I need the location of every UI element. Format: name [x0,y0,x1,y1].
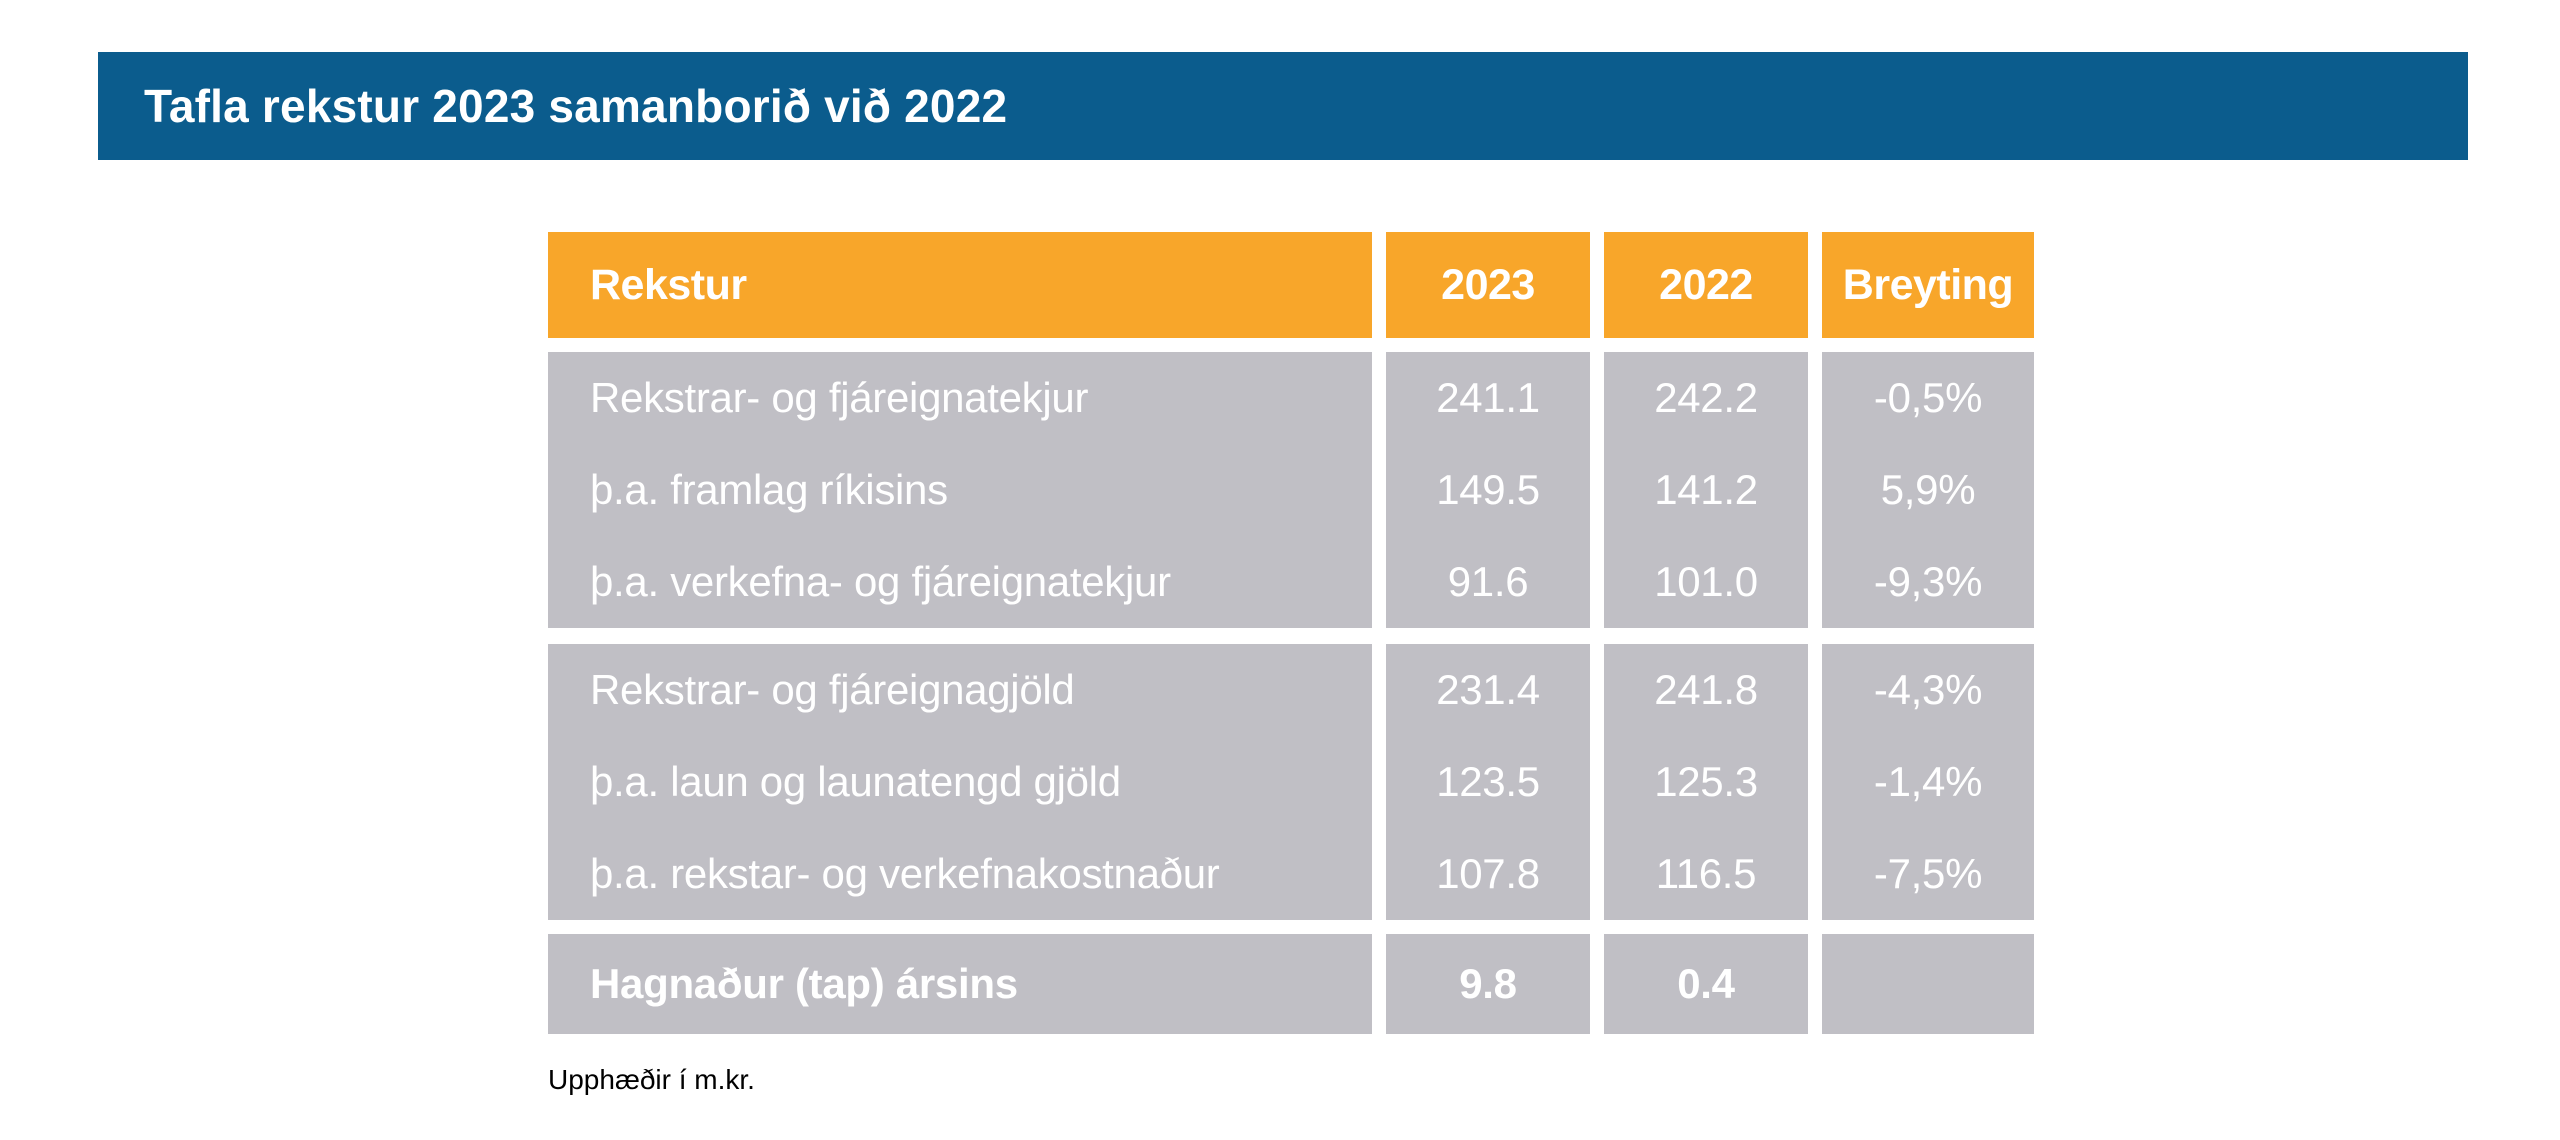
table-header-row: Rekstur 2023 2022 Breyting [548,232,2034,338]
total-value-2022: 0.4 [1677,960,1735,1007]
table-group-revenues: Rekstrar- og fjáreignatekjur þ.a. framla… [548,352,2034,628]
group2-label-column: Rekstrar- og fjáreignagjöld þ.a. laun og… [548,644,1372,920]
value-2022: 116.5 [1655,850,1757,897]
value-2023: 123.5 [1436,758,1540,805]
units-footnote: Upphæðir í m.kr. [548,1064,755,1095]
value-2022: 101.0 [1654,558,1758,605]
value-2022: 141.2 [1654,466,1758,513]
row-label: Rekstrar- og fjáreignatekjur [590,374,1089,421]
column-header-rekstur: Rekstur [548,232,1372,338]
value-2023: 107.8 [1436,850,1540,897]
column-header-breyting: Breyting [1822,232,2034,338]
column-header-2023: 2023 [1386,232,1590,338]
group1-label-column: Rekstrar- og fjáreignatekjur þ.a. framla… [548,352,1372,628]
group1-2023-column: 241.1 149.5 91.6 [1386,352,1590,628]
total-2022-column: 0.4 [1604,934,1808,1034]
row-label: þ.a. framlag ríkisins [590,466,948,513]
group2-2022-column: 241.8 125.3 116.5 [1604,644,1808,920]
page-title: Tafla rekstur 2023 samanborið við 2022 [144,80,1008,132]
row-label: Rekstrar- og fjáreignagjöld [590,666,1075,713]
value-change: -4,3% [1873,666,1983,713]
row-label: þ.a. laun og launatengd gjöld [590,758,1121,805]
group2-2023-column: 231.4 123.5 107.8 [1386,644,1590,920]
total-label-column: Hagnaður (tap) ársins [548,934,1372,1034]
row-label: þ.a. verkefna- og fjáreignatekjur [590,558,1171,605]
value-2023: 149.5 [1436,466,1540,513]
total-value-change [1822,934,2034,1034]
title-bar: Tafla rekstur 2023 samanborið við 2022 [98,52,2468,160]
value-change: -7,5% [1873,850,1983,897]
row-label: þ.a. rekstar- og verkefnakostnaður [590,850,1220,897]
table-total-row: Hagnaður (tap) ársins 9.8 0.4 [548,934,2034,1034]
value-change: -9,3% [1873,558,1983,605]
value-change: -0,5% [1873,374,1983,421]
group1-change-column: -0,5% 5,9% -9,3% [1822,352,2034,628]
value-2022: 241.8 [1654,666,1758,713]
total-row-label: Hagnaður (tap) ársins [590,960,1018,1007]
value-change: 5,9% [1880,466,1976,513]
group1-2022-column: 242.2 141.2 101.0 [1604,352,1808,628]
value-2023: 231.4 [1436,666,1540,713]
total-change-column [1822,934,2034,1034]
value-2022: 125.3 [1654,758,1758,805]
column-header-2022: 2022 [1604,232,1808,338]
value-2022: 242.2 [1654,374,1758,421]
value-2023: 241.1 [1436,374,1540,421]
total-2023-column: 9.8 [1386,934,1590,1034]
group2-change-column: -4,3% -1,4% -7,5% [1822,644,2034,920]
total-value-2023: 9.8 [1459,960,1517,1007]
table-group-expenses: Rekstrar- og fjáreignagjöld þ.a. laun og… [548,644,2034,920]
value-2023: 91.6 [1447,558,1529,605]
value-change: -1,4% [1873,758,1983,805]
financial-table: Rekstur 2023 2022 Breyting Rekstrar- og … [548,232,2034,1096]
